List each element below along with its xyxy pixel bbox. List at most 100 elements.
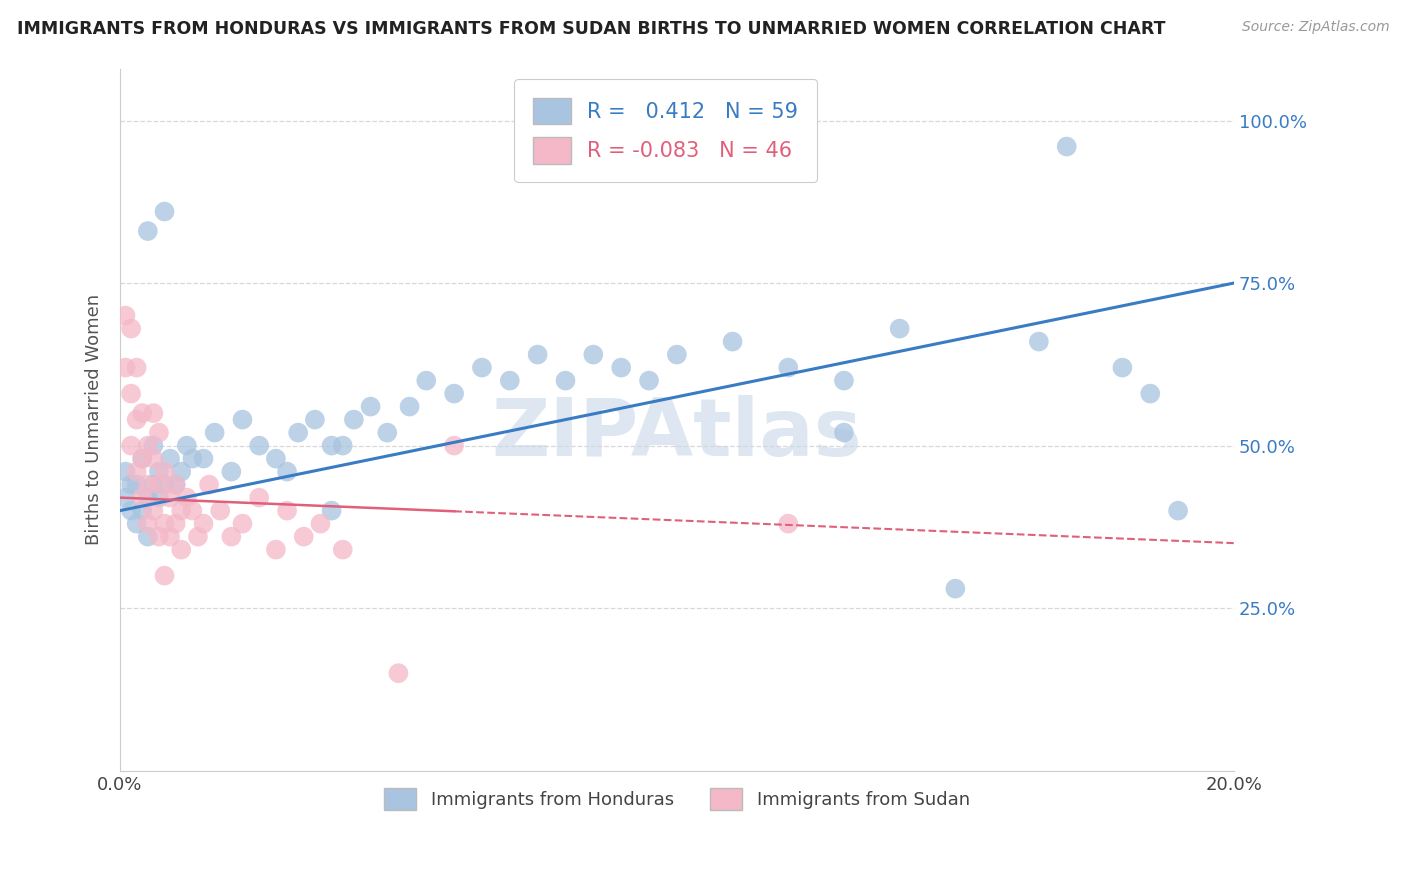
Point bbox=[443, 439, 465, 453]
Point bbox=[114, 491, 136, 505]
Point bbox=[375, 425, 398, 440]
Point bbox=[153, 465, 176, 479]
Point bbox=[131, 491, 153, 505]
Point bbox=[159, 451, 181, 466]
Point bbox=[153, 204, 176, 219]
Point bbox=[125, 412, 148, 426]
Point bbox=[304, 412, 326, 426]
Point bbox=[287, 425, 309, 440]
Point bbox=[136, 530, 159, 544]
Point bbox=[221, 530, 243, 544]
Point bbox=[231, 412, 253, 426]
Point bbox=[264, 542, 287, 557]
Point bbox=[332, 439, 354, 453]
Point bbox=[165, 516, 187, 531]
Point bbox=[153, 477, 176, 491]
Point bbox=[582, 348, 605, 362]
Point bbox=[638, 374, 661, 388]
Point bbox=[181, 451, 204, 466]
Point bbox=[889, 321, 911, 335]
Point bbox=[148, 477, 170, 491]
Point bbox=[360, 400, 382, 414]
Point bbox=[321, 439, 343, 453]
Point bbox=[778, 516, 800, 531]
Point bbox=[610, 360, 633, 375]
Point bbox=[131, 503, 153, 517]
Text: ZIPAtlas: ZIPAtlas bbox=[492, 394, 862, 473]
Point bbox=[120, 439, 142, 453]
Point bbox=[471, 360, 494, 375]
Point bbox=[415, 374, 437, 388]
Point bbox=[136, 516, 159, 531]
Point bbox=[231, 516, 253, 531]
Point bbox=[193, 451, 215, 466]
Point bbox=[153, 568, 176, 582]
Point bbox=[198, 477, 221, 491]
Point bbox=[247, 439, 270, 453]
Point bbox=[136, 477, 159, 491]
Point bbox=[292, 530, 315, 544]
Point bbox=[170, 542, 193, 557]
Point bbox=[264, 451, 287, 466]
Point bbox=[125, 465, 148, 479]
Point bbox=[131, 406, 153, 420]
Point bbox=[181, 503, 204, 517]
Point bbox=[398, 400, 420, 414]
Point bbox=[170, 465, 193, 479]
Point bbox=[170, 503, 193, 517]
Point bbox=[131, 451, 153, 466]
Text: IMMIGRANTS FROM HONDURAS VS IMMIGRANTS FROM SUDAN BIRTHS TO UNMARRIED WOMEN CORR: IMMIGRANTS FROM HONDURAS VS IMMIGRANTS F… bbox=[17, 20, 1166, 37]
Point bbox=[131, 451, 153, 466]
Point bbox=[499, 374, 522, 388]
Point bbox=[721, 334, 744, 349]
Point bbox=[321, 503, 343, 517]
Point bbox=[176, 439, 198, 453]
Legend: Immigrants from Honduras, Immigrants from Sudan: Immigrants from Honduras, Immigrants fro… bbox=[370, 774, 984, 825]
Point bbox=[276, 503, 298, 517]
Point bbox=[193, 516, 215, 531]
Point bbox=[148, 491, 170, 505]
Point bbox=[136, 439, 159, 453]
Point bbox=[943, 582, 966, 596]
Text: Source: ZipAtlas.com: Source: ZipAtlas.com bbox=[1241, 20, 1389, 34]
Point bbox=[832, 425, 855, 440]
Point bbox=[276, 465, 298, 479]
Point bbox=[114, 465, 136, 479]
Point bbox=[159, 530, 181, 544]
Point bbox=[125, 360, 148, 375]
Point bbox=[148, 530, 170, 544]
Point bbox=[1167, 503, 1189, 517]
Point bbox=[665, 348, 688, 362]
Point bbox=[120, 477, 142, 491]
Point bbox=[1028, 334, 1050, 349]
Point bbox=[125, 516, 148, 531]
Point bbox=[153, 516, 176, 531]
Point bbox=[221, 465, 243, 479]
Point bbox=[176, 491, 198, 505]
Point bbox=[165, 477, 187, 491]
Point bbox=[204, 425, 226, 440]
Point bbox=[136, 491, 159, 505]
Point bbox=[142, 477, 165, 491]
Point bbox=[343, 412, 366, 426]
Point bbox=[142, 503, 165, 517]
Point bbox=[142, 406, 165, 420]
Point bbox=[142, 439, 165, 453]
Point bbox=[387, 666, 409, 681]
Point bbox=[136, 224, 159, 238]
Point bbox=[209, 503, 232, 517]
Point bbox=[309, 516, 332, 531]
Point bbox=[526, 348, 548, 362]
Point bbox=[443, 386, 465, 401]
Point bbox=[187, 530, 209, 544]
Point bbox=[165, 477, 187, 491]
Y-axis label: Births to Unmarried Women: Births to Unmarried Women bbox=[86, 294, 103, 545]
Point bbox=[148, 425, 170, 440]
Point bbox=[1056, 139, 1078, 153]
Point bbox=[120, 386, 142, 401]
Point bbox=[114, 360, 136, 375]
Point bbox=[125, 477, 148, 491]
Point bbox=[142, 451, 165, 466]
Point bbox=[554, 374, 576, 388]
Point bbox=[332, 542, 354, 557]
